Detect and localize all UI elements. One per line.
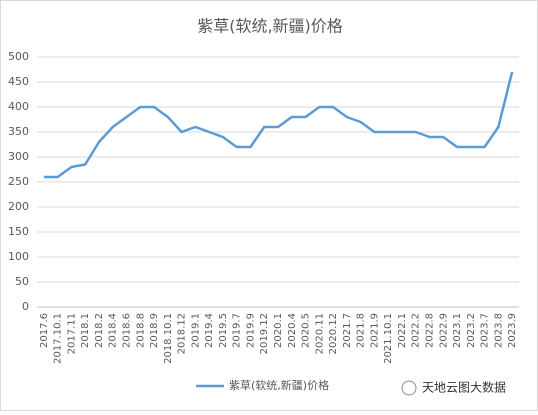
x-tick-label: 2018.1 [80,313,91,348]
x-tick-label: 2020.5 [301,313,312,348]
x-tick-label: 2019.5 [218,313,229,348]
x-tick-label: 2018.4 [108,313,119,348]
x-tick-label: 2021.9 [369,313,380,348]
y-tick-label: 450 [8,75,29,88]
x-tick-label: 2020.1 [273,313,284,348]
watermark-text: 天地云图大数据 [422,380,506,395]
y-tick-label: 400 [8,100,29,113]
x-tick-label: 2023.8 [493,313,504,348]
x-tick-label: 2018.2 [94,313,105,348]
x-tick-label: 2019.4 [204,313,215,348]
x-tick-label: 2023.7 [480,313,491,348]
x-tick-label: 2019.12 [259,313,270,354]
x-tick-label: 2018.12 [177,313,188,354]
y-tick-label: 50 [15,275,29,288]
x-tick-label: 2023.9 [507,313,518,348]
line-series [43,71,514,179]
x-tick-label: 2022.1 [397,313,408,348]
y-tick-label: 350 [8,125,29,138]
x-tick-label: 2018.8 [135,313,146,348]
y-tick-label: 300 [8,150,29,163]
y-tick-label: 200 [8,200,29,213]
y-tick-label: 500 [8,50,29,63]
x-tick-label: 2021.7 [342,313,353,348]
x-tick-label: 2020.11 [314,313,325,354]
x-tick-label: 2020.4 [287,313,298,348]
chart-title: 紫草(软统,新疆)价格 [197,17,343,36]
x-tick-label: 2022.8 [424,313,435,348]
x-tick-label: 2018.6 [122,313,133,348]
x-tick-label: 2019.1 [190,313,201,348]
x-tick-label: 2020.12 [328,313,339,354]
x-tick-label: 2017.11 [66,313,77,354]
y-tick-label: 150 [8,225,29,238]
x-tick-label: 2021.10.1 [383,313,394,364]
y-tick-label: 0 [22,300,29,313]
x-tick-label: 2022.2 [411,313,422,348]
x-tick-label: 2017.6 [39,313,50,348]
y-tick-label: 100 [8,250,29,263]
legend-label: 紫草(软统,新疆)价格 [229,378,329,392]
x-tick-label: 2022.9 [438,313,449,348]
x-tick-label: 2019.7 [232,313,243,348]
x-tick-label: 2019.9 [245,313,256,348]
x-tick-label: 2018.9 [149,313,160,348]
watermark-icon [401,380,417,396]
y-tick-label: 250 [8,175,29,188]
x-tick-label: 2023.1 [452,313,463,348]
x-tick-label: 2023.2 [466,313,477,348]
x-tick-label: 2018.10.1 [163,313,174,364]
watermark: 天地云图大数据 [401,380,506,396]
x-tick-label: 2021.8 [356,313,367,348]
x-tick-label: 2017.10.1 [53,313,64,364]
